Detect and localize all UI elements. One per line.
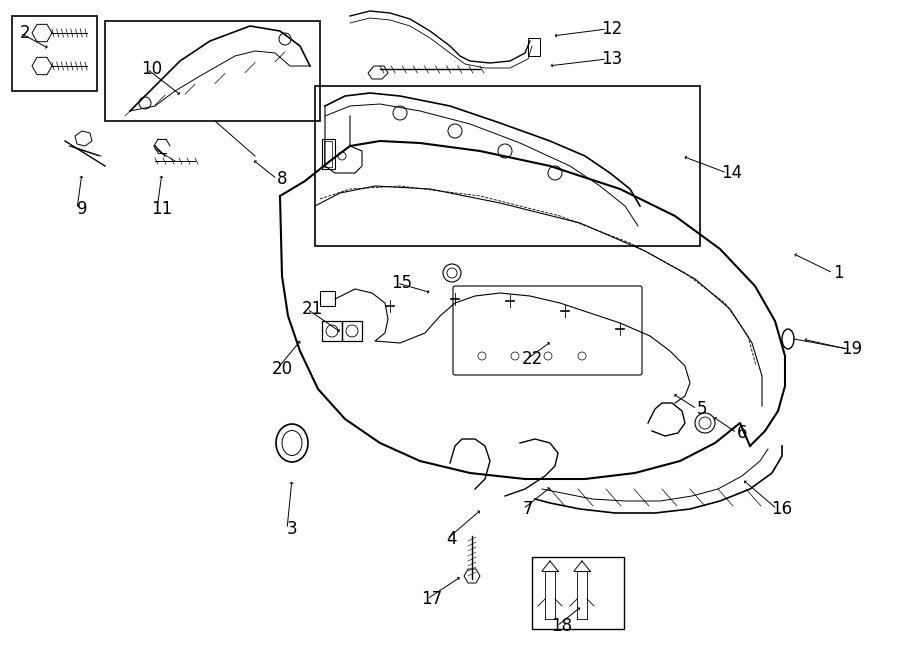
Bar — [322, 321, 342, 341]
Text: 10: 10 — [141, 60, 163, 78]
Text: 19: 19 — [842, 340, 862, 358]
Text: 14: 14 — [722, 164, 742, 182]
Text: 21: 21 — [302, 300, 322, 318]
Text: 3: 3 — [287, 520, 297, 538]
Bar — [528, 38, 540, 56]
Text: 15: 15 — [392, 274, 412, 292]
Text: 9: 9 — [76, 200, 87, 218]
Text: 7: 7 — [523, 500, 533, 518]
Text: 20: 20 — [272, 360, 292, 378]
Text: 22: 22 — [521, 350, 543, 368]
Text: 18: 18 — [552, 617, 572, 635]
Text: 16: 16 — [771, 500, 793, 518]
Text: 11: 11 — [151, 200, 173, 218]
Text: 2: 2 — [20, 24, 31, 42]
Bar — [324, 141, 332, 167]
Bar — [12, 16, 97, 91]
Text: 4: 4 — [446, 530, 457, 548]
Text: 5: 5 — [697, 400, 707, 418]
Bar — [532, 557, 624, 629]
Bar — [315, 86, 700, 246]
Bar — [320, 291, 335, 306]
Text: 1: 1 — [832, 264, 843, 282]
Text: 12: 12 — [601, 20, 623, 38]
Text: 8: 8 — [277, 170, 287, 188]
Text: 17: 17 — [421, 590, 443, 608]
Text: 6: 6 — [737, 424, 747, 442]
Bar — [342, 321, 362, 341]
Bar — [105, 21, 320, 121]
Text: 13: 13 — [601, 50, 623, 68]
